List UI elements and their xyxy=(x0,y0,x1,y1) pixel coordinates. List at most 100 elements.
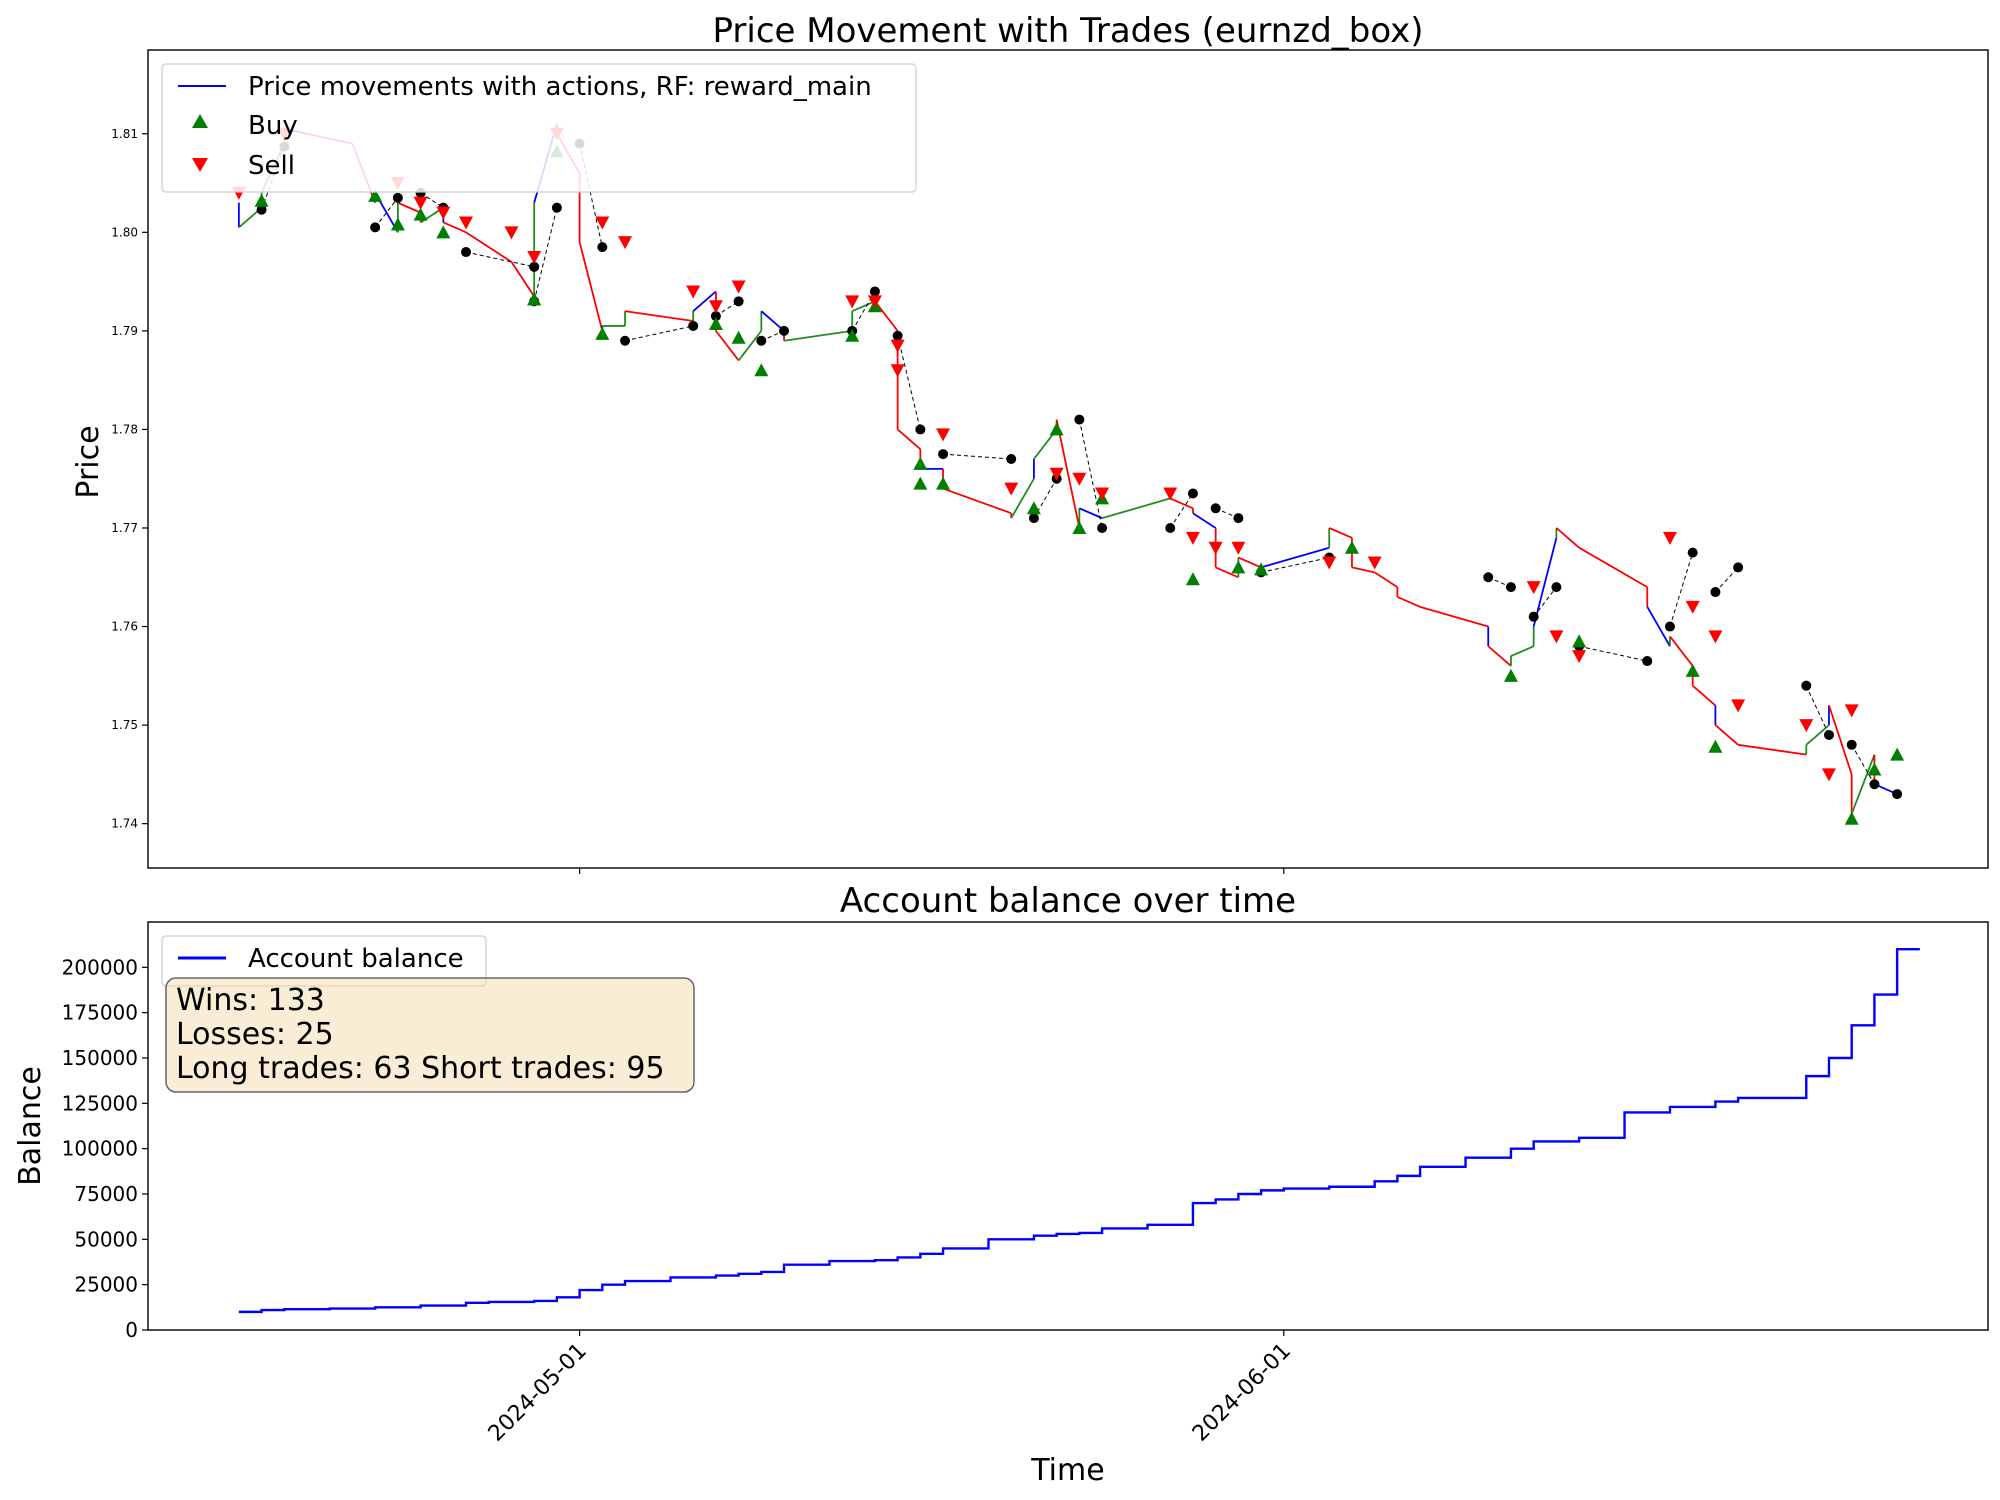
sell-marker xyxy=(1185,531,1200,545)
balance-chart-xlabel: Time xyxy=(1030,1453,1104,1488)
price-line-segment xyxy=(1714,724,1739,746)
price-y-tick-label: 1.80 xyxy=(111,225,138,239)
sell-marker xyxy=(1662,531,1677,545)
balance-y-tick-label: 175000 xyxy=(62,1001,138,1025)
close-marker xyxy=(688,320,699,331)
price-line-segment xyxy=(692,290,717,312)
trade-connector xyxy=(1260,557,1330,573)
price-line-segment xyxy=(1646,606,1671,647)
price-line-segment xyxy=(465,231,512,263)
price-legend-entry-buy: Buy xyxy=(248,111,298,141)
sell-marker xyxy=(1731,699,1746,713)
close-marker xyxy=(1505,582,1516,593)
sell-marker xyxy=(413,196,428,210)
sell-marker xyxy=(1821,768,1836,782)
stats-trades: Long trades: 63 Short trades: 95 xyxy=(176,1051,665,1086)
trade-connector xyxy=(1669,552,1694,627)
price-line-segment xyxy=(874,300,899,332)
buy-marker xyxy=(1254,562,1269,576)
buy-marker xyxy=(1231,560,1246,574)
sell-marker xyxy=(1549,630,1564,644)
stats-wins: Wins: 133 xyxy=(176,983,325,1018)
price-line-segment xyxy=(1532,537,1558,627)
balance-y-tick-label: 0 xyxy=(125,1318,138,1342)
price-legend-entry-price: Price movements with actions, RF: reward… xyxy=(248,72,872,102)
trade-connector xyxy=(374,197,399,228)
sell-marker xyxy=(845,295,860,309)
close-marker xyxy=(1664,621,1675,632)
sell-marker xyxy=(1004,482,1019,496)
buy-marker xyxy=(527,292,542,306)
balance-legend: Account balance xyxy=(161,935,487,987)
balance-legend-entry: Account balance xyxy=(248,944,464,974)
close-marker xyxy=(756,335,767,346)
price-y-tick-label: 1.78 xyxy=(111,422,138,436)
buy-marker xyxy=(1572,634,1587,648)
sell-marker xyxy=(1322,556,1337,570)
buy-marker xyxy=(845,328,860,342)
sell-marker xyxy=(1072,472,1087,486)
price-line-segment xyxy=(397,201,421,214)
balance-line xyxy=(238,948,1920,1314)
sell-marker xyxy=(1685,600,1700,614)
balance-y-tick-label: 25000 xyxy=(74,1273,138,1297)
close-marker xyxy=(392,192,403,203)
sell-marker xyxy=(1095,487,1110,501)
sell-marker xyxy=(890,339,905,353)
price-line-segment xyxy=(1215,566,1239,579)
price-legend-sell-swatch xyxy=(192,158,208,172)
price-line-segment xyxy=(1238,556,1262,569)
sell-marker xyxy=(1708,630,1723,644)
sell-marker xyxy=(1844,704,1859,718)
trade-connector xyxy=(465,251,535,268)
sell-marker xyxy=(1231,541,1246,555)
sell-marker xyxy=(731,280,746,294)
close-marker xyxy=(597,242,608,253)
sell-marker xyxy=(1163,487,1178,501)
trade-connector xyxy=(1715,567,1739,593)
close-marker xyxy=(915,424,926,435)
close-marker xyxy=(1846,739,1857,750)
sell-marker xyxy=(436,206,451,220)
close-marker xyxy=(1187,488,1198,499)
close-marker xyxy=(370,222,381,233)
price-line-segment xyxy=(1010,478,1035,519)
price-line-segment xyxy=(1487,645,1512,667)
buy-marker xyxy=(1503,668,1518,682)
balance-chart-ylabel: Balance xyxy=(13,1066,48,1186)
close-marker xyxy=(461,247,472,258)
close-marker xyxy=(1074,414,1085,425)
sell-marker xyxy=(1526,581,1541,595)
close-marker xyxy=(733,296,744,307)
sell-marker xyxy=(1208,541,1223,555)
price-chart-ylabel: Price xyxy=(71,425,106,498)
buy-marker xyxy=(731,330,746,344)
price-line-segment xyxy=(1351,566,1375,574)
balance-y-tick-label: 150000 xyxy=(62,1046,138,1070)
buy-marker xyxy=(1049,422,1064,436)
price-line-segment xyxy=(783,329,853,342)
close-marker xyxy=(1892,789,1903,800)
buy-marker xyxy=(913,456,928,470)
close-marker xyxy=(779,325,790,336)
close-marker xyxy=(256,204,267,215)
close-marker xyxy=(892,330,903,341)
trade-connector xyxy=(897,335,921,430)
price-y-tick-label: 1.81 xyxy=(111,127,138,141)
close-marker xyxy=(1869,779,1880,790)
close-marker xyxy=(869,286,880,297)
buy-marker xyxy=(1844,811,1859,825)
buy-marker xyxy=(1072,520,1087,534)
price-chart-title: Price Movement with Trades (eurnzd_box) xyxy=(712,11,1423,51)
close-marker xyxy=(1551,582,1562,593)
price-line-segment xyxy=(442,221,467,234)
close-marker xyxy=(938,449,949,460)
price-y-tick-label: 1.79 xyxy=(111,324,138,338)
price-y-tick-label: 1.77 xyxy=(111,521,138,535)
balance-chart-title: Account balance over time xyxy=(840,881,1296,921)
trade-connector xyxy=(533,207,558,302)
balance-y-tick-label: 100000 xyxy=(62,1137,138,1161)
price-line-segment xyxy=(942,487,1012,515)
buy-marker xyxy=(1685,663,1700,677)
buy-marker xyxy=(708,316,723,330)
